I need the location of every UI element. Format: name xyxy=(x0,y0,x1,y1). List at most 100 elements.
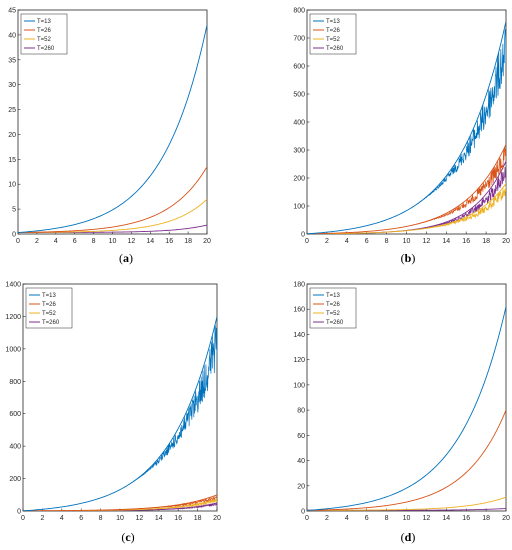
caption-letter: b xyxy=(405,251,412,265)
x-tick-label: 0 xyxy=(21,515,25,522)
x-tick-label: 8 xyxy=(99,515,103,522)
x-tick-label: 18 xyxy=(482,515,490,522)
x-tick-label: 16 xyxy=(165,238,173,245)
y-tick-label: 15 xyxy=(8,157,16,164)
y-tick-label: 0 xyxy=(17,509,21,516)
chart-panel-c: 0 2 4 6 8 10 12 14 16 18 2002004006008001000120014… xyxy=(5,282,221,545)
legend-label: T=26 xyxy=(37,28,52,34)
y-tick-label: 80 xyxy=(297,408,305,415)
series-line-t-13 xyxy=(307,306,506,511)
x-tick-label: 12 xyxy=(423,515,431,522)
x-tick-label: 10 xyxy=(109,238,117,245)
legend-label: T=13 xyxy=(326,293,341,299)
x-tick-label: 0 xyxy=(305,238,309,245)
legend-label: T=260 xyxy=(37,46,55,52)
series-band-t-13 xyxy=(129,324,217,485)
x-tick-label: 16 xyxy=(462,238,470,245)
series-line-t-13 xyxy=(23,316,217,511)
legend: T=13 T=26 T=52 T=260 xyxy=(309,287,357,329)
legend-label: T=260 xyxy=(326,320,344,326)
y-tick-label: 100 xyxy=(293,204,305,211)
panel-caption: (d) xyxy=(401,530,416,544)
x-tick-label: 18 xyxy=(184,238,192,245)
caption-open: ( xyxy=(121,530,125,544)
y-tick-label: 600 xyxy=(293,64,305,71)
x-tick-label: 12 xyxy=(128,238,136,245)
x-tick-label: 6 xyxy=(79,515,83,522)
caption-close: ) xyxy=(131,530,135,544)
legend-label: T=52 xyxy=(37,37,52,43)
y-tick-label: 0 xyxy=(12,232,16,239)
x-tick-label: 6 xyxy=(73,238,77,245)
x-tick-label: 18 xyxy=(482,238,490,245)
y-tick-label: 700 xyxy=(293,36,305,43)
x-tick-label: 18 xyxy=(194,515,202,522)
caption-letter: d xyxy=(405,530,412,544)
x-tick-label: 2 xyxy=(325,515,329,522)
y-tick-label: 0 xyxy=(301,509,305,516)
y-tick-label: 1000 xyxy=(5,346,21,353)
caption-open: ( xyxy=(119,251,123,265)
y-tick-label: 100 xyxy=(293,382,305,389)
series-line-t-26 xyxy=(18,166,207,233)
x-tick-label: 0 xyxy=(16,238,20,245)
y-tick-label: 300 xyxy=(293,148,305,155)
series-band-t-52 xyxy=(129,498,217,511)
y-tick-label: 800 xyxy=(9,379,21,386)
chart-panel-d: 0 2 4 6 8 10 12 14 16 18 20 0 20 40 60 80 100 120 140 160 18… xyxy=(293,282,510,545)
x-tick-label: 0 xyxy=(305,515,309,522)
y-tick-label: 160 xyxy=(293,307,305,314)
x-tick-label: 10 xyxy=(403,238,411,245)
legend-label: T=52 xyxy=(42,311,57,317)
legend-label: T=52 xyxy=(326,37,341,43)
chart-panel-a: 0 2 4 6 8 10 12 14 16 18 20051015202530354045T=13T… xyxy=(8,8,211,266)
x-tick-label: 4 xyxy=(345,515,349,522)
series-line-t-26 xyxy=(307,409,506,511)
x-tick-label: 2 xyxy=(35,238,39,245)
series-band-t-26 xyxy=(129,495,217,510)
x-tick-label: 2 xyxy=(325,238,329,245)
caption-letter: a xyxy=(123,251,129,265)
y-tick-label: 1400 xyxy=(5,282,21,289)
caption-close: ) xyxy=(129,251,133,265)
series-line-t-13 xyxy=(18,24,207,233)
x-tick-label: 10 xyxy=(116,515,124,522)
x-tick-label: 12 xyxy=(136,515,144,522)
x-tick-label: 4 xyxy=(60,515,64,522)
x-tick-label: 12 xyxy=(423,238,431,245)
x-tick-label: 16 xyxy=(462,515,470,522)
x-tick-label: 4 xyxy=(345,238,349,245)
x-tick-label: 6 xyxy=(365,238,369,245)
x-tick-label: 14 xyxy=(146,238,154,245)
legend-label: T=26 xyxy=(326,28,341,34)
legend-label: T=26 xyxy=(42,302,57,308)
x-tick-label: 20 xyxy=(203,238,211,245)
legend-label: T=13 xyxy=(42,293,57,299)
x-tick-label: 8 xyxy=(385,238,389,245)
x-tick-label: 20 xyxy=(213,515,221,522)
caption-close: ) xyxy=(411,530,415,544)
y-tick-label: 140 xyxy=(293,332,305,339)
legend-label: T=13 xyxy=(326,19,341,25)
y-tick-label: 10 xyxy=(8,182,16,189)
caption-letter: c xyxy=(125,530,131,544)
y-tick-label: 40 xyxy=(8,32,16,39)
series-band-t-260 xyxy=(129,503,217,511)
series-band-t-260 xyxy=(416,166,506,230)
series-line-t-13 xyxy=(307,21,506,234)
y-tick-label: 25 xyxy=(8,107,16,114)
series-line-t-52 xyxy=(307,496,506,511)
x-tick-label: 8 xyxy=(385,515,389,522)
y-tick-label: 800 xyxy=(293,8,305,15)
panel-caption: (c) xyxy=(121,530,134,544)
y-tick-label: 60 xyxy=(297,433,305,440)
x-tick-label: 14 xyxy=(155,515,163,522)
x-tick-label: 20 xyxy=(502,515,510,522)
x-tick-label: 16 xyxy=(174,515,182,522)
y-tick-label: 20 xyxy=(8,132,16,139)
chart-panel-b: 0 2 4 6 8 10 12 14 16 18 2001002003004005006007008… xyxy=(293,8,510,266)
y-tick-label: 500 xyxy=(293,92,305,99)
panel-caption: (a) xyxy=(119,251,133,265)
y-tick-label: 200 xyxy=(293,176,305,183)
